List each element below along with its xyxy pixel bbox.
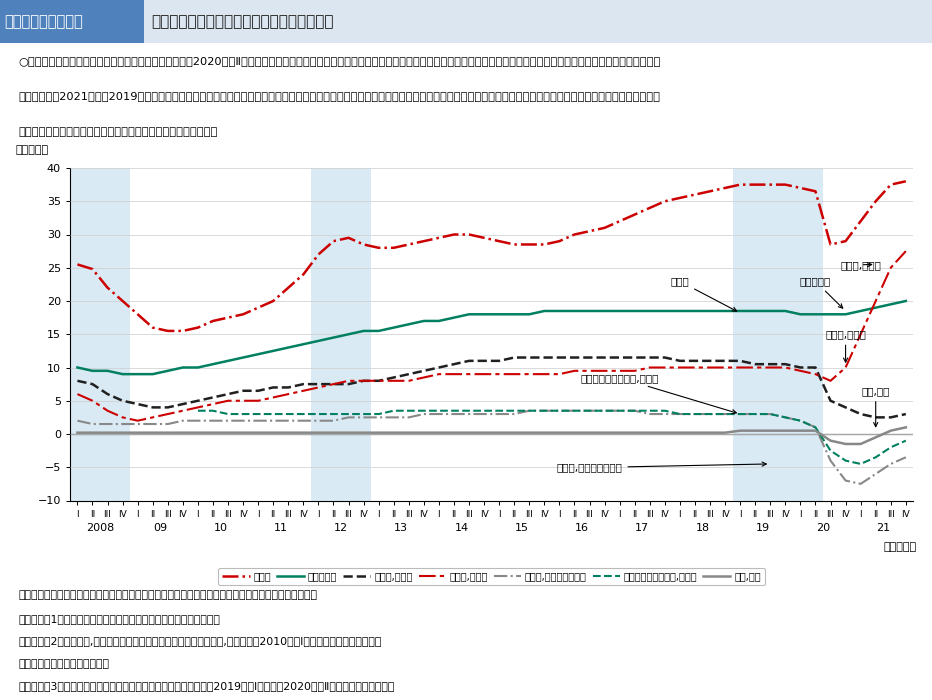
Bar (144, 0, 932, 43)
Text: 資料出所　財務省「法人企業統計調査」（季報）をもとに厚生労働省政策統括官付政策統括室にて作成: 資料出所 財務省「法人企業統計調査」（季報）をもとに厚生労働省政策統括官付政策統… (19, 589, 318, 600)
Text: 17: 17 (636, 523, 650, 533)
Bar (733, 168, 823, 500)
Bar (0, 0, 144, 43)
Text: 医療,福祉: 医療,福祉 (861, 386, 890, 427)
Legend: 建設業, 情報通信業, 運輸業,郵便業, 卸売業,小売業, 宿泊業,飲食サービス業, 生活関連サービス業,娯楽業, 医療,福祉: 建設業, 情報通信業, 運輸業,郵便業, 卸売業,小売業, 宿泊業,飲食サービス… (218, 568, 765, 585)
Text: きがみられ、2021年には2019年同期の水準まで回復した。一方、緊急事態宣言下において断続的な行動制限が続いたことから、「運輸業，郵便業」や「生活関連サービス: きがみられ、2021年には2019年同期の水準まで回復した。一方、緊急事態宣言下… (19, 91, 661, 101)
Text: （千億円）: （千億円） (15, 145, 48, 155)
Text: 18: 18 (695, 523, 709, 533)
Text: 卸売業,小売業: 卸売業,小売業 (841, 260, 881, 270)
Text: 2）「宿泊業,飲食サービス業」及び「生活関連サービス業,娯楽業」は2010年第Ⅰ四半期（１－３月期）から: 2）「宿泊業,飲食サービス業」及び「生活関連サービス業,娯楽業」は2010年第Ⅰ… (19, 636, 382, 646)
Text: 運輸業,郵便業: 運輸業,郵便業 (825, 330, 866, 362)
Text: 生活関連サービス業,娯楽業: 生活関連サービス業,娯楽業 (581, 373, 736, 414)
Text: 13: 13 (394, 523, 408, 533)
Text: 建設業: 建設業 (670, 276, 736, 311)
Bar (311, 168, 371, 500)
Text: 15: 15 (514, 523, 528, 533)
Text: 3）グラフのシャドー部分は景気後退期を表す。なお、2019年第Ⅰ四半期～2020年第Ⅱ四半期は暫定である。: 3）グラフのシャドー部分は景気後退期を表す。なお、2019年第Ⅰ四半期～2020… (19, 681, 395, 691)
Text: 非製造業の主要産業別にみた経常利益の推移: 非製造業の主要産業別にみた経常利益の推移 (151, 14, 334, 29)
Text: 宿泊業,飲食サービス業: 宿泊業,飲食サービス業 (556, 462, 766, 472)
Text: サービス」などの対人サービス業では厳しい状況が続いている。: サービス」などの対人サービス業では厳しい状況が続いている。 (19, 127, 218, 136)
Text: 12: 12 (334, 523, 348, 533)
Text: 20: 20 (816, 523, 830, 533)
Bar (70, 168, 130, 500)
Text: 表章している。: 表章している。 (19, 659, 110, 668)
Text: 16: 16 (575, 523, 589, 533)
Text: 09: 09 (153, 523, 168, 533)
Text: 21: 21 (876, 523, 890, 533)
Text: 14: 14 (455, 523, 469, 533)
Text: 11: 11 (274, 523, 288, 533)
Text: （注）　1）図は原数値の後方４四半期移動平均を算出したもの。: （注） 1）図は原数値の後方４四半期移動平均を算出したもの。 (19, 614, 221, 624)
Text: 第１－（１）－８図: 第１－（１）－８図 (5, 14, 83, 29)
Text: 10: 10 (213, 523, 227, 533)
Text: 19: 19 (756, 523, 770, 533)
Text: 2008: 2008 (86, 523, 114, 533)
Text: 情報通信業: 情報通信業 (800, 276, 843, 308)
Text: ○　非製造業の経常利益の推移を主要産業別にみると、2020年第Ⅱ四半期（４－６月期）以降、おおむね全ての産業で減少傾向がみられた。その後、「建設業」「卸売業，小: ○ 非製造業の経常利益の推移を主要産業別にみると、2020年第Ⅱ四半期（４－６月… (19, 56, 661, 66)
Text: （年、期）: （年、期） (883, 542, 916, 552)
